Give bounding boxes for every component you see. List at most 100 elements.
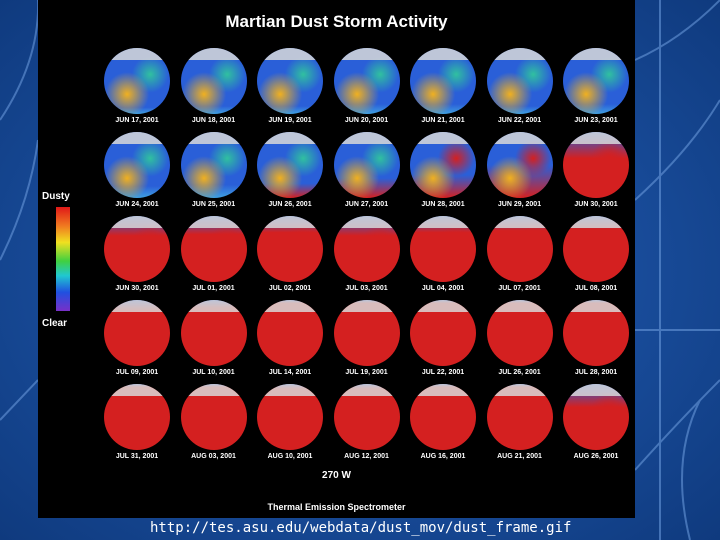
globe-frame: AUG 21, 2001 <box>485 384 555 468</box>
frame-date-label: JUL 31, 2001 <box>115 453 159 460</box>
mars-globe-image <box>486 132 553 198</box>
globe-frame: JUL 26, 2001 <box>485 300 555 384</box>
frame-date-label: JUL 10, 2001 <box>192 369 235 376</box>
polar-cap <box>563 384 629 396</box>
globe-frame: JUN 18, 2001 <box>179 48 249 132</box>
globe-frame: JUN 22, 2001 <box>485 48 555 132</box>
polar-cap <box>180 132 247 144</box>
mars-globe-image <box>410 300 476 366</box>
frame-date-label: JUN 20, 2001 <box>344 117 389 124</box>
mars-globe-image <box>486 384 553 450</box>
mars-globe-image <box>180 300 247 366</box>
mars-globe-image <box>563 132 629 198</box>
mars-globe-image <box>180 48 247 114</box>
globe-frame: JUN 25, 2001 <box>179 132 249 216</box>
mars-globe-image <box>104 216 170 282</box>
mars-globe-image <box>563 384 629 450</box>
mars-globe-image <box>410 216 476 282</box>
polar-cap <box>257 300 323 312</box>
frame-date-label: JUL 02, 2001 <box>268 285 312 292</box>
mars-globe-image <box>333 48 400 114</box>
polar-cap <box>180 384 247 396</box>
globe-frame: JUL 31, 2001 <box>102 384 172 468</box>
instrument-label: Thermal Emission Spectrometer <box>267 502 406 512</box>
frame-date-label: AUG 10, 2001 <box>267 453 313 460</box>
polar-cap <box>410 384 476 396</box>
polar-cap <box>104 216 170 228</box>
globe-frame: JUN 30, 2001 <box>561 132 631 216</box>
globe-frame: JUL 10, 2001 <box>179 300 249 384</box>
frame-date-label: AUG 16, 2001 <box>420 453 466 460</box>
mars-globe-image <box>333 384 400 450</box>
frame-date-label: JUN 30, 2001 <box>574 201 618 208</box>
frame-date-label: JUL 09, 2001 <box>115 369 159 376</box>
globe-frame: JUN 26, 2001 <box>255 132 325 216</box>
frame-date-label: JUN 27, 2001 <box>344 201 389 208</box>
globe-frame: JUL 22, 2001 <box>408 300 478 384</box>
mars-globe-image <box>257 48 323 114</box>
mars-globe-image <box>486 48 553 114</box>
mars-globe-image <box>257 216 323 282</box>
frame-date-label: JUL 04, 2001 <box>421 285 465 292</box>
frame-date-label: JUN 22, 2001 <box>497 117 542 124</box>
frame-date-label: JUL 22, 2001 <box>421 369 465 376</box>
mars-globe-image <box>104 132 170 198</box>
frame-date-label: JUN 23, 2001 <box>574 117 618 124</box>
globe-frame: JUN 29, 2001 <box>485 132 555 216</box>
polar-cap <box>486 48 553 60</box>
panel-title: Martian Dust Storm Activity <box>225 12 448 31</box>
globe-frame: JUN 24, 2001 <box>102 132 172 216</box>
polar-cap <box>333 216 400 228</box>
mars-globe-image <box>257 384 323 450</box>
polar-cap <box>104 48 170 60</box>
globe-frame: JUL 09, 2001 <box>102 300 172 384</box>
polar-cap <box>104 132 170 144</box>
globe-frame: JUL 03, 2001 <box>332 216 402 300</box>
polar-cap <box>563 300 629 312</box>
frame-date-label: AUG 21, 2001 <box>497 453 542 460</box>
mars-globe-image <box>333 300 400 366</box>
legend-clear-label: Clear <box>42 318 68 329</box>
polar-cap <box>257 48 323 60</box>
frame-date-label: AUG 03, 2001 <box>191 453 236 460</box>
polar-cap <box>180 300 247 312</box>
globe-frame: JUL 04, 2001 <box>408 216 478 300</box>
frame-date-label: JUN 28, 2001 <box>421 201 465 208</box>
polar-cap <box>180 48 247 60</box>
polar-cap <box>257 132 323 144</box>
mars-globe-image <box>257 132 323 198</box>
frame-date-label: JUL 03, 2001 <box>345 285 388 292</box>
source-url-link[interactable]: http://tes.asu.edu/webdata/dust_mov/dust… <box>150 520 572 536</box>
mars-globe-image <box>257 300 323 366</box>
polar-cap <box>563 216 629 228</box>
mars-globe-image <box>180 132 247 198</box>
polar-cap <box>410 132 476 144</box>
globe-frame: AUG 03, 2001 <box>179 384 249 468</box>
mars-globe-image <box>180 384 247 450</box>
frame-date-label: JUL 26, 2001 <box>498 369 541 376</box>
polar-cap <box>104 384 170 396</box>
globe-frame: JUL 14, 2001 <box>255 300 325 384</box>
longitude-label: 270 W <box>322 470 351 481</box>
frame-date-label: JUN 21, 2001 <box>421 117 465 124</box>
polar-cap <box>486 132 553 144</box>
polar-cap <box>333 48 400 60</box>
polar-cap <box>257 216 323 228</box>
polar-cap <box>333 384 400 396</box>
mars-globe-image <box>486 216 553 282</box>
mars-globe-image <box>563 216 629 282</box>
mars-globe-image <box>410 132 476 198</box>
polar-cap <box>563 132 629 144</box>
frame-date-label: JUN 25, 2001 <box>191 201 236 208</box>
polar-cap <box>486 300 553 312</box>
polar-cap <box>410 300 476 312</box>
polar-cap <box>410 48 476 60</box>
polar-cap <box>180 216 247 228</box>
frame-date-label: JUN 29, 2001 <box>497 201 542 208</box>
globe-frame: AUG 12, 2001 <box>332 384 402 468</box>
legend-color-bar <box>56 207 70 311</box>
globe-frame: JUL 01, 2001 <box>179 216 249 300</box>
frame-date-label: JUL 08, 2001 <box>574 285 618 292</box>
globe-frame: JUL 08, 2001 <box>561 216 631 300</box>
frame-date-label: JUN 30, 2001 <box>115 285 159 292</box>
